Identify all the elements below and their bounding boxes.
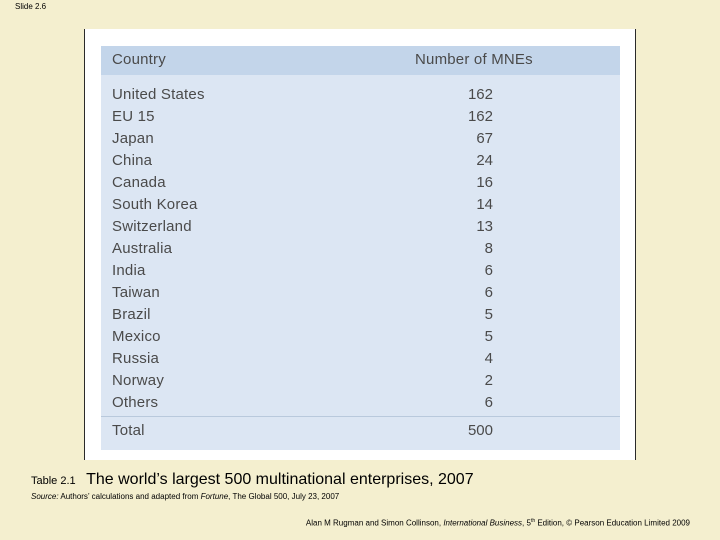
count-cell: 14	[476, 196, 493, 213]
table-row: Taiwan 6	[101, 284, 620, 305]
country-cell: Canada	[112, 174, 166, 191]
table-row: Others 6	[101, 394, 620, 415]
count-cell: 24	[476, 152, 493, 169]
copyright-footer: Alan M Rugman and Simon Collinson, Inter…	[306, 518, 690, 528]
table-row: United States 162	[101, 86, 620, 107]
country-cell: Others	[112, 394, 159, 411]
header-number-of-mnes: Number of MNEs	[415, 51, 533, 68]
count-cell: 6	[484, 284, 493, 301]
footer-authors: Alan M Rugman and Simon Collinson,	[305, 518, 444, 528]
count-cell: 5	[484, 328, 493, 345]
table-row: Switzerland 13	[101, 218, 620, 239]
table-header: Country Number of MNEs	[101, 46, 620, 75]
table-caption: Table 2.1 The world’s largest 500 multin…	[31, 471, 474, 489]
footer-rest: Edition, © Pearson Education Limited 200…	[535, 518, 690, 528]
count-cell: 6	[484, 262, 493, 279]
count-cell: 6	[484, 394, 493, 411]
country-cell: South Korea	[112, 196, 198, 213]
count-cell: 2	[484, 372, 493, 389]
country-cell: United States	[112, 86, 205, 103]
count-cell: 8	[484, 240, 493, 257]
total-value: 500	[467, 422, 493, 439]
caption-label: Table 2.1	[31, 475, 76, 487]
count-cell: 5	[484, 306, 493, 323]
table-row: Mexico 5	[101, 328, 620, 349]
country-cell: Switzerland	[112, 218, 192, 235]
table-row: EU 15 162	[101, 108, 620, 129]
footer-edition-num: , 5	[522, 518, 531, 528]
country-cell: Brazil	[112, 306, 151, 323]
table-row: Canada 16	[101, 174, 620, 195]
country-cell: EU 15	[112, 108, 155, 125]
country-cell: India	[112, 262, 146, 279]
table-row: China 24	[101, 152, 620, 173]
count-cell: 4	[484, 350, 493, 367]
count-cell: 67	[476, 130, 493, 147]
country-cell: Norway	[112, 372, 165, 389]
footer-book: International Business	[443, 518, 523, 528]
table-row: Brazil 5	[101, 306, 620, 327]
source-text-a: Authors’ calculations and adapted from	[60, 492, 201, 501]
header-country: Country	[112, 51, 166, 68]
table-row: Japan 67	[101, 130, 620, 151]
source-text-b: , The Global 500, July 23, 2007	[228, 492, 340, 501]
total-divider	[101, 416, 620, 417]
country-cell: Russia	[112, 350, 160, 367]
table-row: Norway 2	[101, 372, 620, 393]
total-row: Total 500	[101, 422, 620, 443]
table-row: Russia 4	[101, 350, 620, 371]
source-publication: Fortune	[200, 492, 229, 501]
table-image-frame: Country Number of MNEs United States 162…	[84, 29, 636, 460]
caption-title: The world’s largest 500 multinational en…	[86, 471, 474, 488]
total-label: Total	[112, 422, 145, 439]
count-cell: 162	[467, 86, 493, 103]
country-cell: Taiwan	[112, 284, 160, 301]
slide-number: Slide 2.6	[15, 2, 47, 11]
table-row: Australia 8	[101, 240, 620, 261]
footer-edition-sup: th	[530, 518, 536, 524]
count-cell: 16	[476, 174, 493, 191]
count-cell: 162	[467, 108, 493, 125]
table-row: India 6	[101, 262, 620, 283]
country-cell: Japan	[112, 130, 154, 147]
count-cell: 13	[476, 218, 493, 235]
country-cell: China	[112, 152, 153, 169]
source-prefix: Source:	[31, 492, 59, 501]
table-row: South Korea 14	[101, 196, 620, 217]
country-cell: Mexico	[112, 328, 161, 345]
country-cell: Australia	[112, 240, 173, 257]
source-note: Source: Authors’ calculations and adapte…	[31, 492, 339, 501]
mne-table: Country Number of MNEs United States 162…	[101, 46, 620, 450]
